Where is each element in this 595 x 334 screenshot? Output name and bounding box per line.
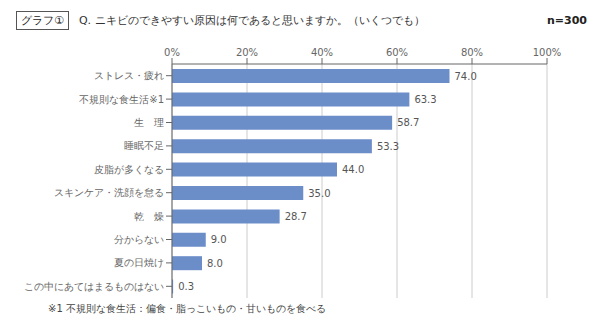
svg-text:この中にあてはまるものはない: この中にあてはまるものはない (24, 281, 164, 292)
svg-text:スキンケア・洗顔を怠る: スキンケア・洗顔を怠る (54, 187, 164, 198)
svg-text:乾 燥: 乾 燥 (134, 211, 164, 222)
svg-text:夏の日焼け: 夏の日焼け (114, 257, 164, 268)
html-text:グラフ①: グラフ① (21, 13, 64, 27)
svg-text:100%: 100% (533, 47, 562, 58)
svg-text:63.3: 63.3 (414, 94, 436, 105)
svg-text:不規則な食生活※1: 不規則な食生活※1 (79, 94, 164, 105)
svg-text:74.0: 74.0 (455, 71, 477, 82)
svg-text:53.3: 53.3 (377, 141, 399, 152)
svg-text:40%: 40% (311, 47, 333, 58)
html-text:※1 不規則な食生活：偏食・脂っこいもの・甘いものを食べる: ※1 不規則な食生活：偏食・脂っこいもの・甘いものを食べる (48, 303, 326, 314)
svg-text:0%: 0% (164, 47, 180, 58)
svg-text:28.7: 28.7 (285, 211, 307, 222)
svg-text:9.0: 9.0 (211, 234, 227, 245)
svg-text:8.0: 8.0 (207, 258, 223, 269)
svg-text:生 理: 生 理 (134, 117, 164, 128)
svg-text:分からない: 分からない (114, 234, 164, 245)
svg-text:睡眠不足: 睡眠不足 (124, 140, 164, 151)
html-text:Q. ニキビのできやすい原因は何であると思いますか。（いくつ: Q. ニキビのできやすい原因は何であると思いますか。（いくつでも） (78, 13, 425, 27)
svg-text:ストレス・疲れ: ストレス・疲れ (94, 70, 164, 81)
svg-text:44.0: 44.0 (342, 164, 364, 175)
svg-text:80%: 80% (461, 47, 483, 58)
svg-text:20%: 20% (236, 47, 258, 58)
svg-text:35.0: 35.0 (308, 188, 330, 199)
svg-text:0.3: 0.3 (178, 281, 194, 292)
svg-text:皮脂が多くなる: 皮脂が多くなる (94, 164, 164, 175)
svg-text:58.7: 58.7 (397, 117, 419, 128)
html-text:n=300: n=300 (547, 13, 587, 27)
svg-text:60%: 60% (386, 47, 408, 58)
